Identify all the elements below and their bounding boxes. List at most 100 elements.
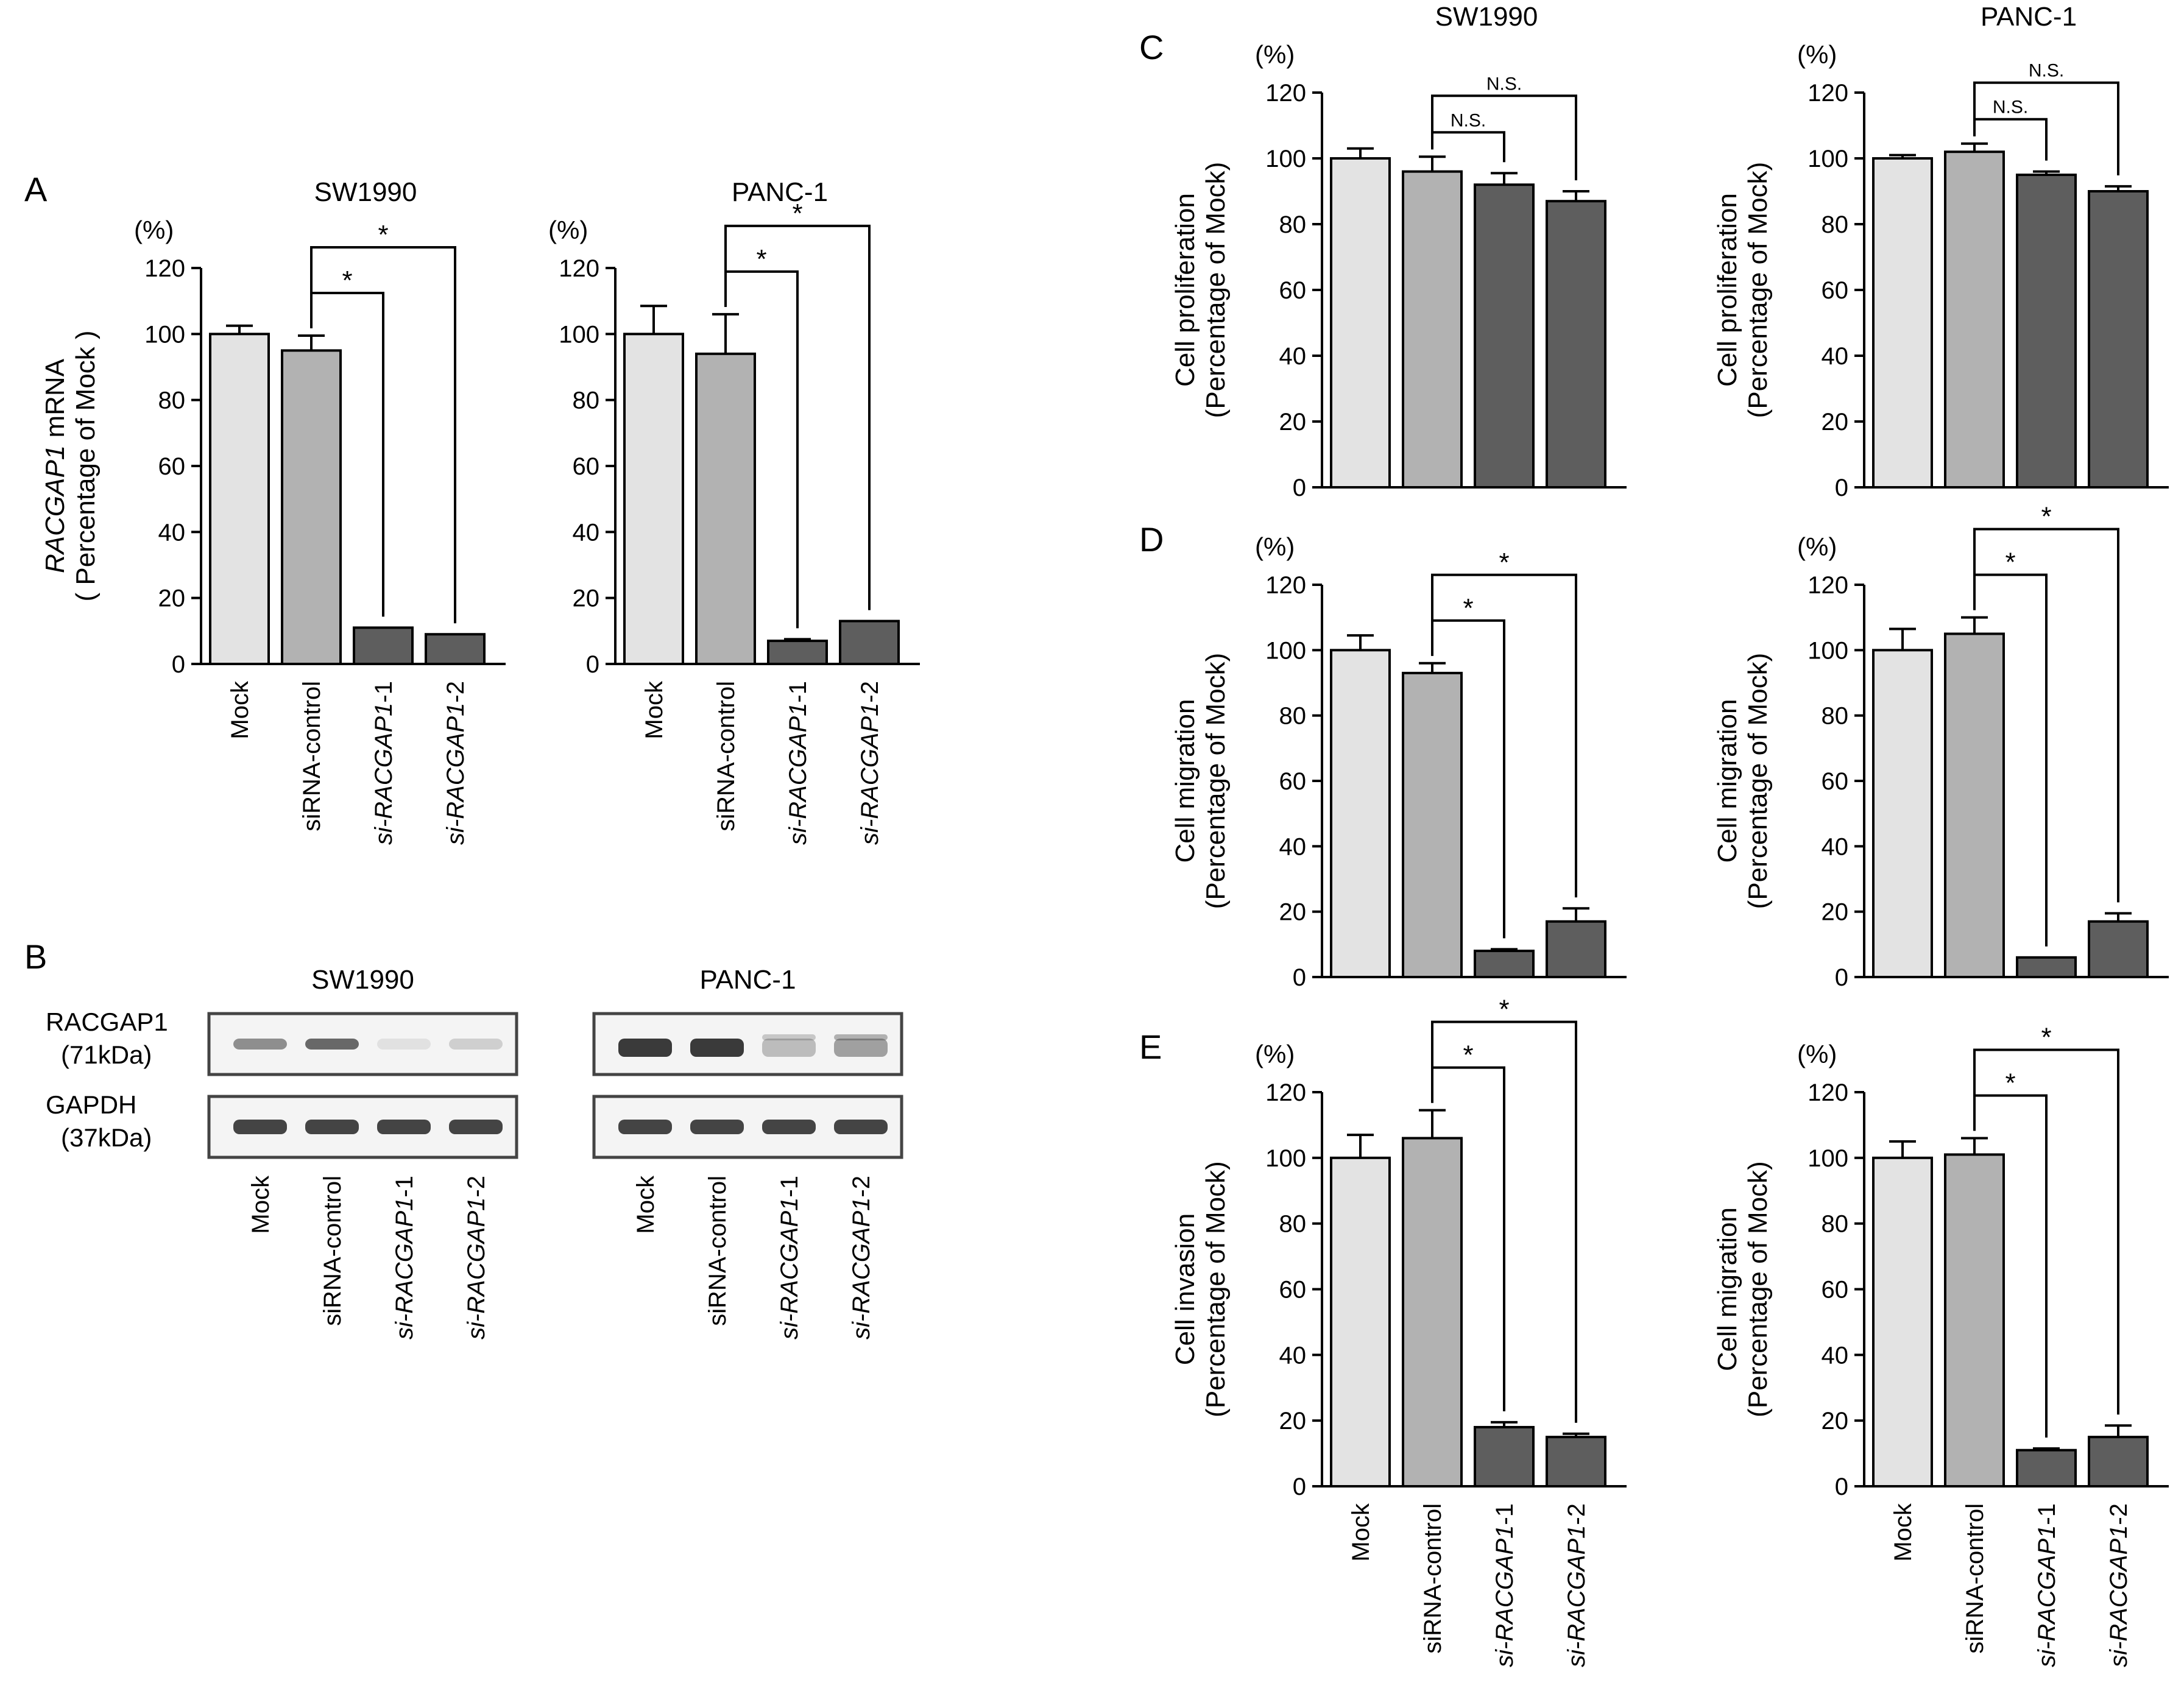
y-axis-title: (Percentage of Mock) bbox=[1743, 162, 1773, 418]
band-lane-2 bbox=[305, 1120, 359, 1134]
bar-3 bbox=[1474, 950, 1535, 978]
y-axis-title: RACGAP1 mRNA bbox=[40, 358, 70, 573]
y-tick-label: 80 bbox=[1279, 211, 1307, 238]
band-lane-3 bbox=[377, 1120, 431, 1134]
bar-4 bbox=[1546, 1436, 1606, 1487]
y-tick-label: 20 bbox=[573, 585, 600, 612]
panel-label-E: E bbox=[1139, 1028, 1162, 1066]
y-tick-label: 60 bbox=[1279, 768, 1307, 795]
significance-label-1: * bbox=[342, 266, 352, 295]
lane-label-2: siRNA-control bbox=[704, 1176, 731, 1326]
y-tick-label: 40 bbox=[1279, 1342, 1307, 1369]
bar-1 bbox=[1872, 649, 1933, 979]
bar-2 bbox=[1944, 632, 2005, 978]
blot-row-size: (71kDa) bbox=[61, 1040, 152, 1069]
bar-4 bbox=[2088, 1436, 2149, 1487]
category-label-1: Mock bbox=[1348, 1503, 1374, 1562]
category-italic: si-RACGAP1 bbox=[1491, 1525, 1518, 1667]
y-axis-title: Cell proliferation bbox=[1170, 193, 1200, 387]
y-tick-label: 60 bbox=[573, 453, 600, 480]
chart-layer: 0 20 40 60 80 100 120 (%) SW1990 A RACGAP1 mRNA( P… bbox=[24, 2, 2169, 1667]
chart-title: SW1990 bbox=[314, 177, 417, 207]
y-tick-label: 100 bbox=[1808, 637, 1848, 664]
y-tick-label: 40 bbox=[1822, 833, 1849, 860]
y-axis-title: ( Percentage of Mock ) bbox=[71, 330, 101, 601]
significance-label-1: * bbox=[1463, 593, 1473, 623]
band-lane-4 bbox=[449, 1039, 503, 1050]
category-suffix: -1 bbox=[1491, 1503, 1518, 1525]
blot-title: SW1990 bbox=[311, 965, 414, 995]
category-label-4: si-RACGAP1-2 bbox=[857, 681, 883, 845]
y-axis-title: (Percentage of Mock) bbox=[1201, 1161, 1231, 1417]
significance-label-2: * bbox=[792, 199, 802, 228]
bar-2 bbox=[1944, 1153, 2005, 1487]
significance-label-2: * bbox=[378, 220, 388, 250]
unit-label: (%) bbox=[1255, 40, 1295, 69]
y-tick-label: 0 bbox=[1293, 1473, 1306, 1500]
y-tick-label: 20 bbox=[158, 585, 186, 612]
lane-label-3: si-RACGAP1-1 bbox=[776, 1176, 803, 1339]
lane-suffix: -1 bbox=[391, 1176, 418, 1198]
unit-label: (%) bbox=[548, 216, 588, 244]
panel-label-D: D bbox=[1139, 520, 1164, 559]
y-tick-label: 0 bbox=[1293, 964, 1306, 991]
bar-2 bbox=[1402, 671, 1463, 979]
category-italic: si-RACGAP1 bbox=[2034, 1525, 2060, 1667]
category-label-2: siRNA-control bbox=[713, 681, 740, 831]
bar-4 bbox=[1546, 200, 1606, 489]
y-tick-label: 80 bbox=[1822, 1211, 1849, 1238]
band-lane-1 bbox=[233, 1120, 287, 1134]
significance-label-2: * bbox=[1499, 548, 1509, 577]
chart-E-SW1990: 0 20 40 60 80 100 120 (%) E Cell invasion (Percent… bbox=[1139, 995, 1627, 1667]
chart-C-SW1990: 0 20 40 60 80 100 120 (%) SW1990 C Cell proliferat… bbox=[1139, 2, 1627, 501]
y-tick-label: 120 bbox=[1808, 80, 1848, 107]
bar-4 bbox=[1546, 920, 1606, 979]
y-tick-label: 0 bbox=[172, 651, 185, 678]
lane-label-3: si-RACGAP1-1 bbox=[391, 1176, 418, 1339]
significance-bracket-2 bbox=[1973, 1048, 2119, 1415]
bar-2 bbox=[281, 349, 342, 665]
y-tick-label: 80 bbox=[1822, 703, 1849, 730]
bar-3 bbox=[2016, 174, 2077, 489]
y-tick-label: 120 bbox=[1265, 1079, 1306, 1106]
y-tick-label: 20 bbox=[1822, 1408, 1849, 1435]
y-tick-label: 0 bbox=[1835, 1473, 1848, 1500]
band-lane-1 bbox=[233, 1039, 287, 1050]
category-label-4: si-RACGAP1-2 bbox=[442, 681, 469, 845]
significance-bracket-2 bbox=[724, 224, 871, 610]
category-label-3: si-RACGAP1-1 bbox=[370, 681, 397, 845]
band-upper-lane-3 bbox=[762, 1034, 816, 1040]
significance-label-1: * bbox=[756, 244, 766, 274]
bar-3 bbox=[1474, 183, 1535, 489]
y-tick-label: 100 bbox=[559, 321, 599, 348]
chart-title: SW1990 bbox=[1435, 2, 1538, 32]
category-label-2: siRNA-control bbox=[1419, 1503, 1446, 1654]
y-tick-label: 0 bbox=[586, 651, 599, 678]
significance-bracket-2 bbox=[1973, 528, 2119, 903]
unit-label: (%) bbox=[1797, 1040, 1837, 1068]
category-label-3: si-RACGAP1-1 bbox=[1491, 1503, 1518, 1667]
y-tick-label: 40 bbox=[573, 519, 600, 546]
y-tick-label: 120 bbox=[1265, 572, 1306, 599]
unit-label: (%) bbox=[1255, 532, 1295, 561]
significance-label-2: N.S. bbox=[1486, 74, 1522, 94]
chart-title: PANC-1 bbox=[1981, 2, 2077, 32]
y-axis-title: (Percentage of Mock) bbox=[1201, 162, 1231, 418]
bar-2 bbox=[1944, 150, 2005, 489]
y-tick-label: 100 bbox=[1808, 1145, 1848, 1172]
significance-label-1: * bbox=[1463, 1040, 1473, 1070]
y-tick-label: 80 bbox=[158, 387, 186, 414]
blot-title: PANC-1 bbox=[699, 965, 796, 995]
band-lane-3 bbox=[762, 1039, 816, 1057]
blot-row-label: RACGAP1 bbox=[46, 1008, 168, 1036]
y-tick-label: 120 bbox=[1808, 1079, 1848, 1106]
significance-label-1: * bbox=[2005, 1068, 2015, 1098]
bar-4 bbox=[2088, 190, 2149, 489]
blot-row-size: (37kDa) bbox=[61, 1123, 152, 1152]
y-tick-label: 20 bbox=[1279, 409, 1307, 436]
y-tick-label: 80 bbox=[1279, 1211, 1307, 1238]
y-tick-label: 120 bbox=[144, 255, 185, 282]
y-tick-label: 20 bbox=[1279, 1408, 1307, 1435]
